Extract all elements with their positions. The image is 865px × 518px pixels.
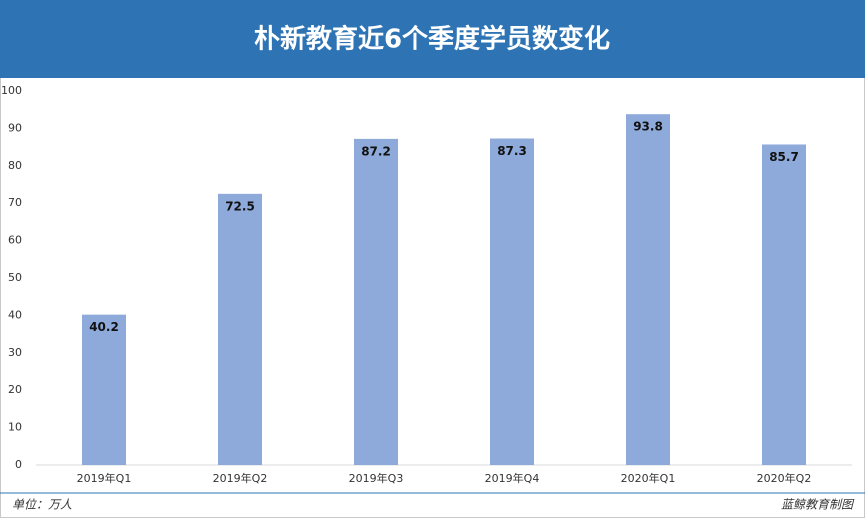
- data-label: 87.3: [497, 144, 527, 158]
- data-label: 85.7: [769, 150, 799, 164]
- y-tick-label: 20: [8, 383, 22, 396]
- x-tick-label: 2019年Q4: [485, 471, 540, 485]
- y-tick-label: 10: [8, 421, 22, 434]
- bar: [626, 114, 670, 466]
- y-tick-label: 50: [8, 271, 22, 284]
- source-note: 蓝鲸教育制图: [781, 498, 855, 512]
- x-tick-label: 2019年Q1: [77, 471, 132, 485]
- bar: [490, 138, 534, 466]
- data-label: 40.2: [89, 320, 119, 334]
- y-tick-label: 80: [8, 159, 22, 172]
- bar: [354, 138, 398, 465]
- data-label: 93.8: [633, 120, 663, 134]
- title-bar: [0, 0, 865, 78]
- chart-title: 朴新教育近6个季度学员数变化: [254, 24, 610, 55]
- x-tick-label: 2019年Q2: [213, 471, 268, 485]
- data-label: 87.2: [361, 144, 391, 158]
- y-tick-label: 70: [8, 196, 22, 209]
- x-tick-label: 2020年Q1: [621, 471, 676, 485]
- y-tick-label: 30: [8, 346, 22, 359]
- x-tick-label: 2019年Q3: [349, 471, 404, 485]
- unit-note: 单位：万人: [12, 498, 72, 512]
- bar: [218, 193, 262, 465]
- x-tick-label: 2020年Q2: [757, 471, 812, 485]
- y-tick-label: 90: [8, 121, 22, 134]
- y-tick-label: 60: [8, 234, 22, 247]
- y-tick-label: 0: [15, 458, 22, 471]
- bar: [762, 144, 806, 465]
- y-tick-label: 100: [1, 84, 22, 97]
- y-tick-label: 40: [8, 308, 22, 321]
- data-label: 72.5: [225, 199, 255, 213]
- bar: [82, 314, 126, 465]
